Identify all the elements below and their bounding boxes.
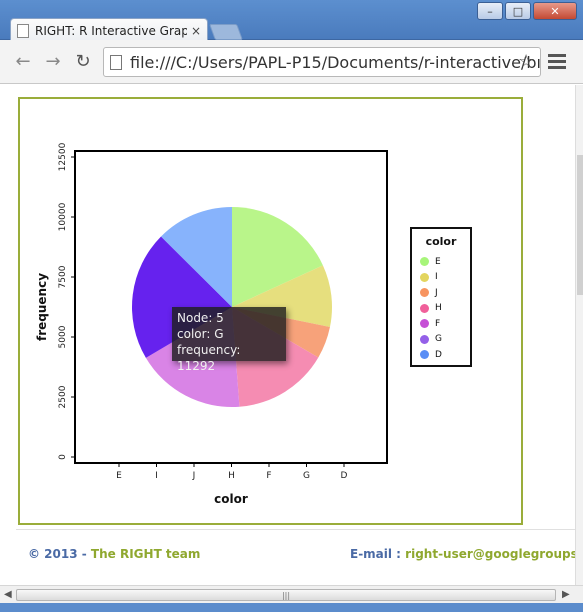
legend-item: D	[420, 347, 462, 363]
legend-item: H	[420, 301, 462, 317]
close-window-button[interactable]: ✕	[533, 2, 577, 20]
legend-label: H	[435, 303, 442, 313]
legend-item: I	[420, 270, 462, 286]
browser-toolbar: ← → ↻ file:///C:/Users/PAPL-P15/Document…	[0, 40, 583, 84]
x-tick-label: F	[266, 471, 271, 481]
email-link[interactable]: right-user@googlegroups.com	[405, 547, 575, 561]
y-axis-title: frequency	[35, 273, 49, 341]
legend-label: J	[435, 288, 438, 298]
legend-label: E	[435, 257, 441, 267]
x-tick-label: J	[192, 471, 196, 481]
close-tab-icon[interactable]: ×	[191, 24, 201, 38]
back-arrow-icon[interactable]: ←	[12, 50, 34, 72]
x-tick-label: G	[303, 471, 310, 481]
reload-icon[interactable]: ↻	[72, 50, 94, 72]
maximize-button[interactable]: □	[505, 2, 531, 20]
y-tick-label: 7500	[58, 265, 68, 288]
minimize-button[interactable]: –	[477, 2, 503, 20]
menu-icon[interactable]	[548, 51, 566, 71]
y-tick-label: 5000	[58, 325, 68, 348]
legend-swatch	[420, 257, 429, 266]
legend-swatch	[420, 319, 429, 328]
new-tab-button[interactable]	[209, 24, 243, 40]
page-icon	[17, 24, 29, 38]
url-text[interactable]: file:///C:/Users/PAPL-P15/Documents/r-in…	[130, 53, 541, 72]
address-bar[interactable]: file:///C:/Users/PAPL-P15/Documents/r-in…	[103, 47, 541, 77]
legend-label: F	[435, 319, 440, 329]
email-label: E-mail :	[350, 547, 405, 561]
legend-swatch	[420, 288, 429, 297]
horizontal-scrollbar[interactable]: ◀ ||| ▶	[0, 585, 583, 603]
vertical-scroll-thumb[interactable]	[577, 155, 583, 295]
legend-title: color	[420, 235, 462, 248]
tooltip-color: color: G	[177, 326, 281, 342]
tooltip-frequency: frequency: 11292	[177, 342, 281, 374]
scroll-left-arrow-icon[interactable]: ◀	[4, 589, 12, 600]
x-tick-label: E	[116, 471, 122, 481]
tooltip-node: Node: 5	[177, 310, 281, 326]
y-tick-label: 0	[58, 454, 68, 460]
legend-item: G	[420, 332, 462, 348]
legend-swatch	[420, 304, 429, 313]
legend-swatch	[420, 350, 429, 359]
y-tick-label: 10000	[58, 202, 68, 231]
copyright-text: © 2013 -	[28, 547, 91, 561]
horizontal-scroll-thumb[interactable]: |||	[16, 589, 556, 601]
legend-label: G	[435, 334, 442, 344]
footer-copyright: © 2013 - The RIGHT team	[28, 547, 200, 561]
legend-swatch	[420, 335, 429, 344]
file-icon	[110, 55, 122, 70]
legend-item: F	[420, 316, 462, 332]
x-tick-label: I	[155, 471, 158, 481]
y-tick-label: 2500	[58, 385, 68, 408]
window-titlebar: RIGHT: R Interactive Grapl × – □ ✕	[0, 0, 583, 40]
browser-tab[interactable]: RIGHT: R Interactive Grapl ×	[10, 18, 208, 42]
footer-divider	[16, 529, 575, 530]
legend-item: J	[420, 285, 462, 301]
window-controls: – □ ✕	[477, 2, 577, 20]
x-tick-label: D	[341, 471, 348, 481]
vertical-scrollbar[interactable]	[575, 85, 583, 585]
forward-arrow-icon[interactable]: →	[42, 50, 64, 72]
x-tick-label: H	[228, 471, 235, 481]
legend-swatch	[420, 273, 429, 282]
footer-email: E-mail : right-user@googlegroups.com	[350, 547, 575, 561]
legend-label: D	[435, 350, 442, 360]
tab-title: RIGHT: R Interactive Grapl	[35, 24, 187, 38]
chart-tooltip: Node: 5 color: G frequency: 11292	[172, 307, 286, 361]
y-tick-label: 12500	[58, 142, 68, 171]
legend-item: E	[420, 254, 462, 270]
team-link[interactable]: The RIGHT team	[91, 547, 200, 561]
scroll-right-arrow-icon[interactable]: ▶	[562, 589, 570, 600]
window-bottom-edge	[0, 603, 583, 612]
legend-label: I	[435, 272, 438, 282]
x-axis-title: color	[214, 492, 248, 506]
